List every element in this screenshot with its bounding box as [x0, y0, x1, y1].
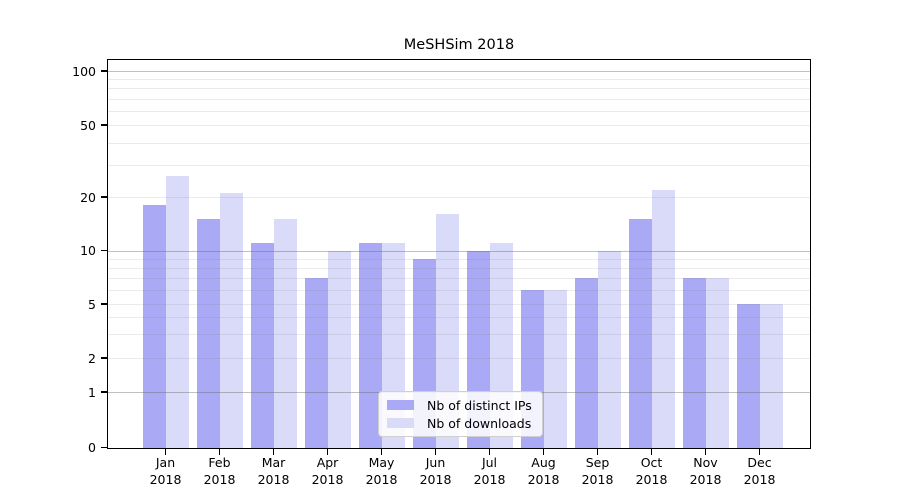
legend-swatch-ips: [387, 400, 414, 410]
x-tick-mar: [272, 449, 275, 455]
bar-ips-nov: [682, 278, 706, 448]
x-tick-label-feb: Feb 2018: [203, 455, 236, 487]
bar-downloads-oct: [651, 189, 675, 448]
legend-label: Nb of downloads: [427, 415, 532, 431]
gridline-8: [108, 267, 810, 269]
x-tick-apr: [326, 449, 329, 455]
x-tick-label-oct: Oct 2018: [635, 455, 668, 487]
bar-ips-sep: [574, 278, 598, 448]
x-tick-label-jun: Jun 2018: [419, 455, 452, 487]
x-tick-may: [380, 449, 383, 455]
bar-ips-apr: [304, 278, 328, 448]
bar-downloads-dec: [759, 304, 783, 448]
x-tick-label-jul: Jul 2018: [473, 455, 506, 487]
gridline-80: [108, 88, 810, 90]
bar-downloads-feb: [219, 193, 243, 448]
x-tick-label-aug: Aug 2018: [527, 455, 560, 487]
axis-spine-bottom: [106, 447, 812, 449]
legend-label: Nb of distinct IPs: [427, 397, 532, 413]
x-tick-oct: [650, 449, 653, 455]
x-tick-jun: [434, 449, 437, 455]
gridline-9: [108, 258, 810, 260]
y-tick-50: [100, 124, 107, 126]
gridline-10: [108, 250, 810, 252]
plot-area: [108, 60, 810, 448]
bar-downloads-mar: [273, 219, 297, 448]
gridline-90: [108, 79, 810, 81]
bar-ips-mar: [250, 243, 274, 448]
legend: Nb of distinct IPs Nb of downloads: [378, 391, 543, 437]
y-tick-10: [100, 249, 107, 252]
legend-item-ips: Nb of distinct IPs: [387, 396, 532, 414]
gridline-2: [108, 358, 810, 359]
x-tick-jul: [488, 449, 491, 455]
gridline-7: [108, 278, 810, 280]
y-tick-0: [100, 446, 107, 449]
axis-spine-top: [106, 59, 812, 61]
axis-spine-right: [809, 59, 812, 449]
y-tick-label-100: 100: [72, 63, 96, 79]
y-tick-label-1: 1: [88, 384, 96, 400]
y-tick-100: [100, 70, 107, 72]
bar-downloads-jan: [165, 176, 189, 448]
x-tick-label-dec: Dec 2018: [743, 455, 776, 487]
x-tick-jan: [164, 449, 167, 455]
gridline-30: [108, 165, 810, 167]
x-tick-sep: [596, 449, 599, 455]
legend-swatch-downloads: [387, 418, 414, 428]
x-tick-feb: [218, 449, 221, 455]
axis-spine-left: [106, 59, 109, 449]
x-tick-label-jan: Jan 2018: [149, 455, 182, 487]
bar-downloads-jun: [435, 214, 459, 448]
gridline-40: [108, 142, 810, 144]
bar-ips-jan: [142, 205, 166, 448]
gridline-4: [108, 317, 810, 319]
y-tick-20: [100, 196, 107, 198]
x-tick-dec: [758, 449, 761, 455]
y-tick-5: [100, 303, 107, 305]
bar-ips-feb: [196, 219, 220, 448]
bar-downloads-aug: [543, 289, 567, 448]
y-tick-label-20: 20: [80, 189, 96, 205]
x-tick-nov: [704, 449, 707, 455]
gridline-5: [108, 304, 810, 305]
bar-downloads-sep: [597, 250, 621, 448]
bar-downloads-apr: [327, 250, 351, 448]
bar-downloads-nov: [705, 278, 729, 448]
y-tick-label-10: 10: [80, 243, 96, 258]
gridline-20: [108, 197, 810, 198]
x-tick-aug: [542, 449, 545, 455]
y-tick-label-50: 50: [80, 117, 96, 133]
y-tick-2: [100, 357, 107, 359]
bar-ips-may: [358, 243, 382, 448]
gridline-60: [108, 110, 810, 112]
gridline-6: [108, 289, 810, 291]
x-tick-label-apr: Apr 2018: [311, 455, 344, 487]
x-tick-label-mar: Mar 2018: [257, 455, 290, 487]
x-tick-label-nov: Nov 2018: [689, 455, 722, 487]
bar-ips-oct: [628, 219, 652, 448]
chart-title: MeSHSim 2018: [403, 37, 515, 53]
legend-item-downloads: Nb of downloads: [387, 414, 532, 432]
gridline-70: [108, 98, 810, 100]
gridline-100: [108, 71, 810, 72]
x-tick-label-may: May 2018: [365, 455, 398, 487]
y-tick-label-0: 0: [88, 440, 96, 455]
gridline-3: [108, 334, 810, 336]
y-tick-label-2: 2: [88, 350, 96, 366]
y-tick-label-5: 5: [88, 296, 96, 312]
x-tick-label-sep: Sep 2018: [581, 455, 614, 487]
gridline-50: [108, 125, 810, 126]
y-tick-1: [100, 391, 107, 393]
bar-ips-dec: [736, 304, 760, 448]
